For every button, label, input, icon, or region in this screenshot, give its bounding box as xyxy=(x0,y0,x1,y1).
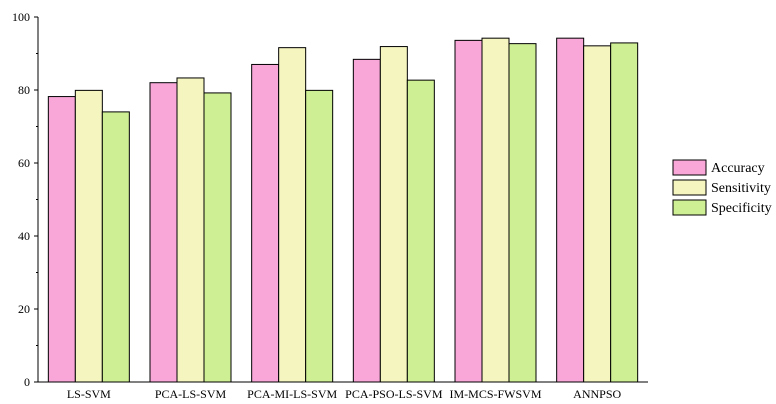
bars-layer xyxy=(47,37,639,383)
x-tick-label: IM-MCS-FWSVM xyxy=(449,387,541,401)
y-tick-label: 20 xyxy=(18,302,30,316)
bar-sensitivity-4 xyxy=(481,37,510,383)
bar-accuracy-0 xyxy=(47,96,76,383)
bar-specificity-0 xyxy=(101,111,130,383)
x-tick-label: LS-SVM xyxy=(67,387,111,401)
y-ticks: 0 20 40 60 80 100 xyxy=(12,10,38,389)
bar-sensitivity-1 xyxy=(176,77,205,383)
bar-accuracy-5 xyxy=(556,37,585,383)
x-ticks: LS-SVM PCA-LS-SVM PCA-MI-LS-SVM PCA-PSO-LS-… xyxy=(67,387,622,401)
bar-accuracy-1 xyxy=(149,82,178,383)
bar-accuracy-2 xyxy=(251,63,280,383)
bar-sensitivity-0 xyxy=(74,89,103,383)
x-tick-label: PCA-LS-SVM xyxy=(155,387,227,401)
bar-specificity-4 xyxy=(508,43,537,383)
legend-swatch-specificity xyxy=(672,199,707,216)
y-tick-label: 60 xyxy=(18,156,30,170)
bar-accuracy-4 xyxy=(454,39,483,383)
x-tick-label: PCA-PSO-LS-SVM xyxy=(345,387,443,401)
legend-swatch-sensitivity xyxy=(672,179,707,196)
x-tick-label: PCA-MI-LS-SVM xyxy=(247,387,337,401)
bar-specificity-3 xyxy=(406,79,435,383)
bar-accuracy-3 xyxy=(352,58,381,383)
bar-specificity-2 xyxy=(305,89,334,383)
bar-sensitivity-3 xyxy=(379,46,408,383)
x-tick-label: ANNPSO xyxy=(573,387,621,401)
legend: Accuracy Sensitivity Specificity xyxy=(672,159,772,216)
bar-sensitivity-5 xyxy=(583,45,612,383)
y-tick-label: 80 xyxy=(18,83,30,97)
bar-specificity-1 xyxy=(203,92,232,383)
legend-label-sensitivity: Sensitivity xyxy=(711,181,771,196)
bar-specificity-5 xyxy=(610,42,639,383)
legend-label-specificity: Specificity xyxy=(711,201,772,216)
y-tick-label: 40 xyxy=(18,229,30,243)
legend-swatch-accuracy xyxy=(672,159,707,176)
y-tick-label: 0 xyxy=(24,375,30,389)
y-tick-label: 100 xyxy=(12,10,30,24)
bar-sensitivity-2 xyxy=(278,47,307,383)
legend-label-accuracy: Accuracy xyxy=(711,161,765,176)
